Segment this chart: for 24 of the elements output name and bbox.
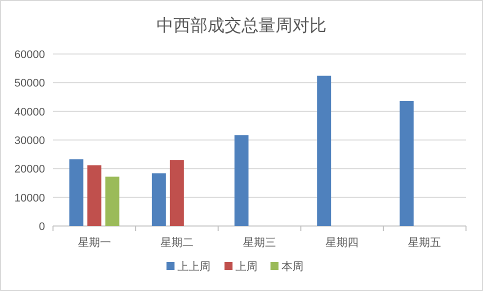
legend-label: 上周 [236,260,258,273]
x-tick-label: 星期二 [160,237,194,249]
legend-label: 本周 [282,260,304,273]
x-tick-label: 星期一 [78,237,111,249]
y-tick-label: 0 [38,221,45,233]
y-tick-label: 20000 [14,164,45,176]
y-tick-label: 60000 [14,49,45,61]
bar [87,165,102,226]
y-tick-label: 10000 [14,192,45,204]
bar [234,135,248,226]
bar [152,173,166,226]
bar [69,159,84,226]
legend-label: 上上周 [178,260,210,273]
y-tick-label: 30000 [14,135,45,147]
y-tick-label: 40000 [14,106,45,118]
bar [317,76,332,226]
chart-title: 中西部成交总量周对比 [156,16,326,35]
x-tick-label: 星期五 [408,237,442,249]
y-tick-label: 50000 [14,78,45,90]
bar [400,101,414,226]
x-tick-label: 星期四 [326,237,359,249]
bar [105,176,120,226]
x-tick-label: 星期三 [243,237,276,249]
bar [170,160,184,226]
